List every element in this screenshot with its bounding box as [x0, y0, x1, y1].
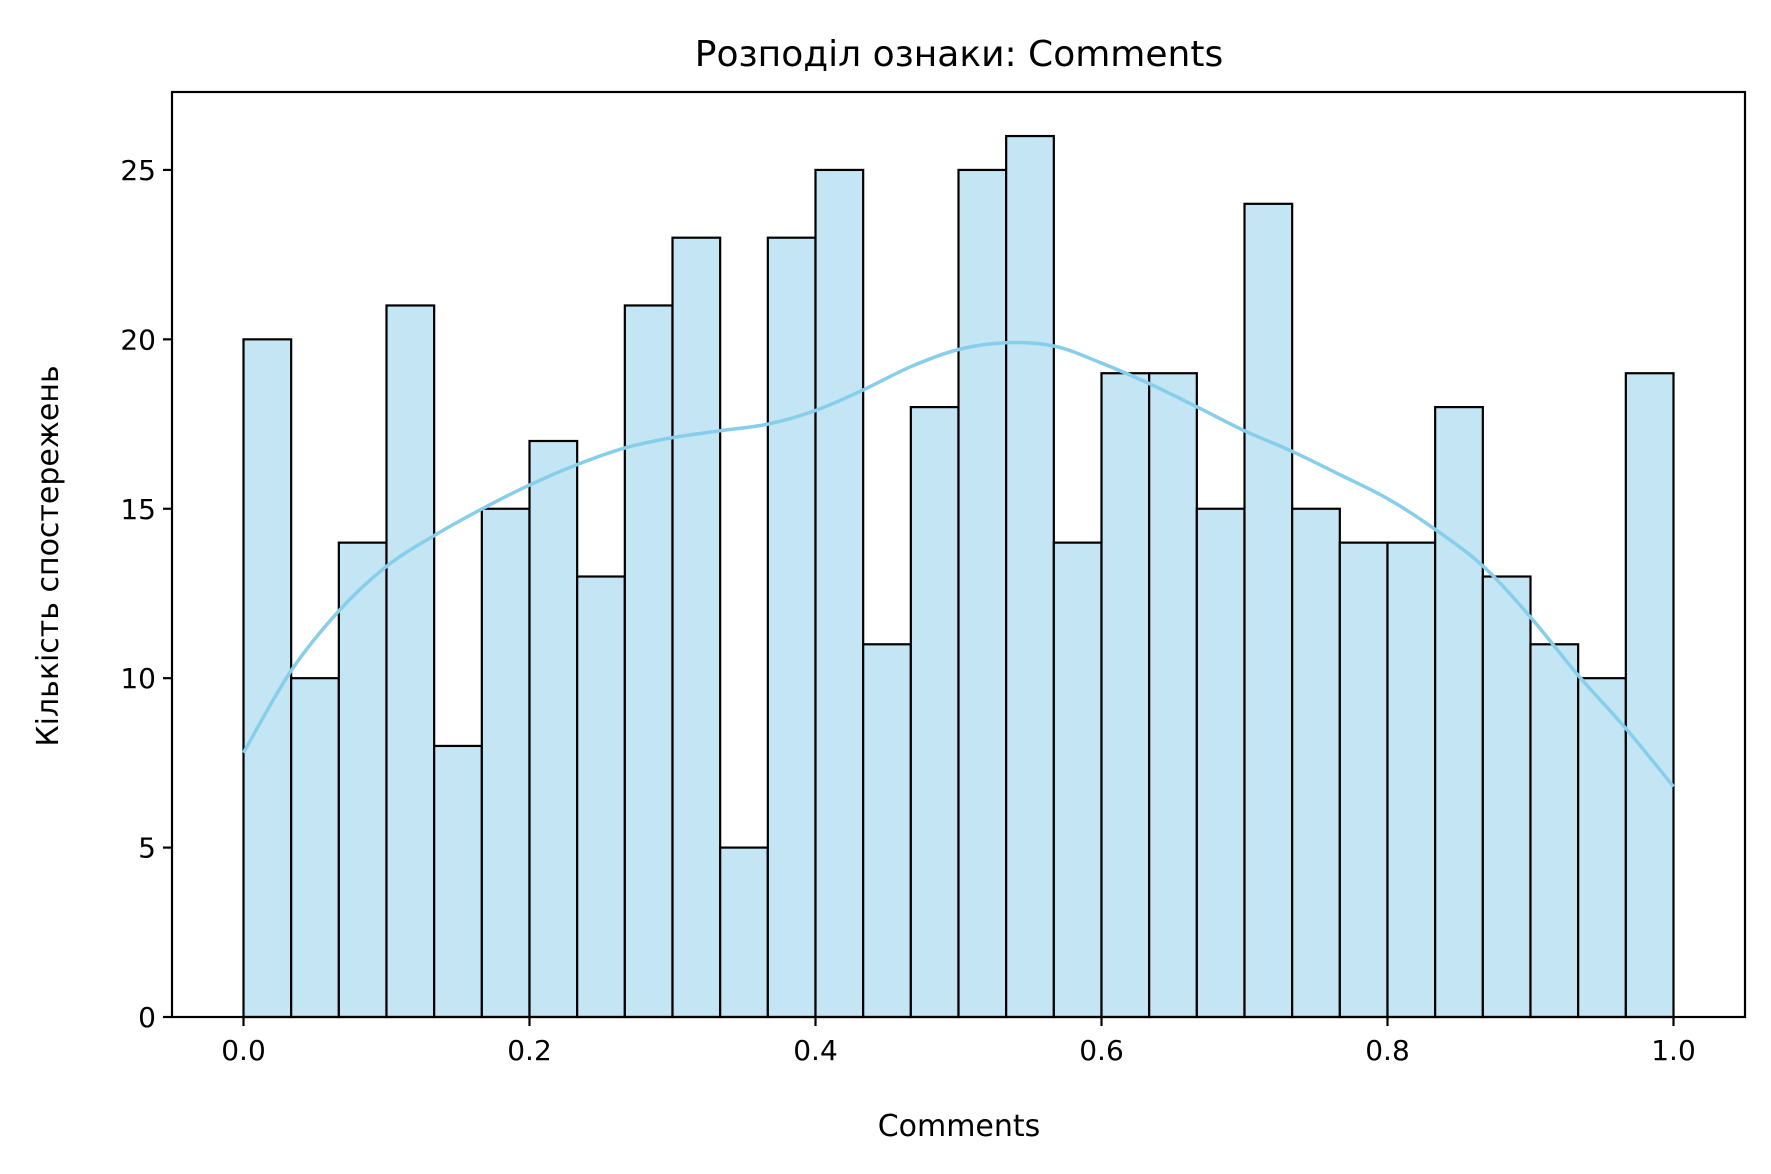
histogram-bar	[1005, 134, 1055, 1019]
histogram-bar	[1577, 677, 1627, 1019]
histogram-bar	[1338, 541, 1389, 1019]
histogram-bar	[1434, 406, 1484, 1019]
y-tick-label: 15	[120, 493, 156, 526]
histogram-bar	[290, 677, 340, 1019]
x-axis-ticks: 0.0 0.2 0.4 0.6 0.8 1.0	[221, 1017, 1696, 1067]
histogram-bar	[671, 236, 722, 1019]
x-tick-label: 0.6	[1079, 1034, 1124, 1067]
histogram-bar	[909, 406, 960, 1019]
histogram-bar	[1481, 575, 1532, 1019]
y-axis-ticks: 0 5 10 15 20 25	[120, 154, 172, 1034]
histogram-bar	[242, 338, 293, 1019]
histogram-bar	[1529, 643, 1580, 1019]
y-tick-label: 5	[138, 832, 156, 865]
kde-curve	[241, 340, 1675, 788]
histogram-bar	[1148, 372, 1198, 1019]
y-tick-label: 25	[120, 154, 156, 187]
histogram-bar	[337, 541, 388, 1019]
histogram-bar	[528, 439, 579, 1019]
y-axis-title: Кількість спостережень	[31, 365, 66, 746]
plot-frame	[170, 90, 1747, 1019]
histogram-bar	[385, 304, 436, 1019]
histogram-bar	[719, 846, 769, 1019]
y-tick-label: 20	[120, 323, 156, 356]
histogram-bar	[1052, 541, 1103, 1019]
x-tick-label: 1.0	[1651, 1034, 1696, 1067]
x-axis-title: Comments	[878, 1109, 1041, 1144]
histogram-bar	[766, 236, 817, 1019]
histogram-bar	[1624, 372, 1675, 1019]
x-tick-label: 0.8	[1365, 1034, 1410, 1067]
histogram-bar	[576, 575, 626, 1019]
x-tick-label: 0.2	[507, 1034, 552, 1067]
histogram-bar	[1100, 372, 1151, 1019]
bars-group	[242, 134, 1675, 1019]
histogram-bar	[480, 507, 531, 1019]
histogram-bar	[1386, 541, 1437, 1019]
histogram-bar	[623, 304, 674, 1019]
y-tick-label: 0	[138, 1001, 156, 1034]
histogram-bar	[862, 643, 912, 1019]
histogram-bar	[1243, 202, 1294, 1019]
histogram-bar	[957, 168, 1008, 1019]
histogram-bar	[1291, 507, 1341, 1019]
histogram-bar	[1195, 507, 1246, 1019]
chart-title: Розподіл ознаки: Comments	[695, 34, 1223, 75]
histogram-bar	[814, 168, 865, 1019]
histogram-bar	[433, 744, 483, 1019]
x-tick-label: 0.4	[793, 1034, 838, 1067]
x-tick-label: 0.0	[221, 1034, 266, 1067]
y-tick-label: 10	[120, 662, 156, 695]
